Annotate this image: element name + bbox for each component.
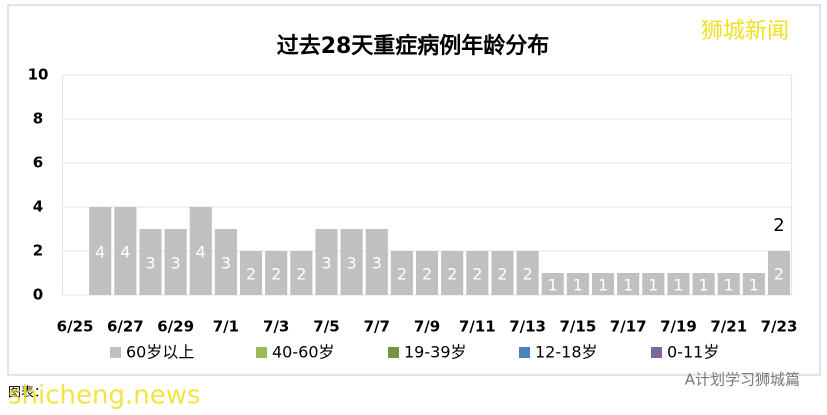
bar: [692, 273, 715, 295]
x-tick-label: 7/1: [213, 318, 239, 336]
bar: [667, 273, 690, 295]
y-tick-label: 8: [33, 110, 43, 128]
x-tick-label: 6/27: [107, 318, 144, 336]
legend-label: 19-39岁: [404, 343, 467, 362]
bar: [340, 229, 363, 295]
bar: [114, 207, 137, 295]
bar-value-label: 2: [296, 265, 306, 284]
y-tick-label: 4: [33, 198, 43, 216]
bar: [767, 251, 791, 295]
y-tick-label: 6: [33, 154, 43, 172]
bar-value-label: 1: [724, 276, 734, 295]
x-tick-label: 6/29: [157, 318, 194, 336]
bar: [415, 251, 439, 295]
bar-value-label: 1: [699, 276, 709, 295]
x-tick-label: 7/11: [459, 318, 496, 336]
bar-value-label: 2: [523, 265, 533, 284]
bar: [290, 251, 313, 295]
bar: [89, 207, 112, 295]
watermark: shicheng.news: [8, 381, 201, 411]
bar: [390, 251, 413, 295]
bar-value-label: 1: [573, 276, 583, 295]
bar-value-label: 4: [120, 243, 130, 262]
bar-value-label: 2: [472, 265, 482, 284]
bar-value-label: 2: [774, 265, 784, 284]
x-tick-label: 7/23: [761, 318, 798, 336]
bar-value-label: 3: [347, 254, 357, 273]
x-tick-label: 7/17: [610, 318, 647, 336]
bar: [365, 229, 388, 295]
bar-value-label: 2: [271, 265, 281, 284]
bar: [315, 229, 338, 295]
bar: [189, 207, 212, 295]
bar: [717, 273, 740, 295]
x-tick-label: 7/19: [660, 318, 697, 336]
legend-label: 12-18岁: [535, 343, 598, 362]
bar: [591, 273, 615, 295]
bar: [642, 273, 665, 295]
bar: [239, 251, 263, 295]
legend-swatch: [519, 347, 530, 358]
bar-value-label: 2: [422, 265, 432, 284]
bar: [265, 251, 288, 295]
bar: [742, 273, 765, 295]
x-tick-label: 6/25: [57, 318, 94, 336]
bar-value-label: 1: [648, 276, 658, 295]
y-tick-label: 0: [33, 286, 43, 304]
annotation: 2: [773, 215, 784, 236]
bar-value-label: 4: [196, 243, 206, 262]
bar-value-label: 3: [321, 254, 331, 273]
bar: [516, 251, 539, 295]
bar-value-label: 3: [171, 254, 181, 273]
chart-frame: [7, 4, 821, 376]
bar-value-label: 2: [397, 265, 407, 284]
y-tick-label: 2: [33, 242, 43, 260]
bar-value-label: 1: [623, 276, 633, 295]
bar-value-label: 2: [497, 265, 507, 284]
bar-value-label: 1: [749, 276, 759, 295]
bar-value-label: 3: [221, 254, 231, 273]
bar: [139, 229, 162, 295]
bar: [541, 273, 564, 295]
bar: [441, 251, 464, 295]
bar: [214, 229, 237, 295]
x-tick-label: 7/15: [559, 318, 596, 336]
x-tick-label: 7/5: [313, 318, 339, 336]
source-label: 图表：: [8, 386, 47, 401]
bar: [466, 251, 489, 295]
x-tick-label: 7/21: [710, 318, 747, 336]
bar-value-label: 1: [548, 276, 558, 295]
bar-value-label: 3: [372, 254, 382, 273]
watermark: 狮城新闻: [701, 19, 789, 44]
legend-swatch: [256, 347, 267, 358]
bar-value-label: 2: [447, 265, 457, 284]
bar-value-label: 4: [95, 243, 105, 262]
x-tick-label: 7/7: [364, 318, 390, 336]
legend-swatch: [651, 347, 662, 358]
x-tick-label: 7/13: [509, 318, 546, 336]
legend-label: 60岁以上: [126, 343, 194, 362]
bar: [164, 229, 187, 295]
legend-label: 0-11岁: [667, 343, 719, 362]
account-label: A计划学习狮城篇: [685, 371, 800, 389]
bar: [491, 251, 514, 295]
legend-swatch: [388, 347, 399, 358]
y-tick-label: 10: [28, 66, 49, 84]
bar-value-label: 2: [246, 265, 256, 284]
bar: [566, 273, 589, 295]
bar-value-label: 1: [673, 276, 683, 295]
x-tick-label: 7/9: [414, 318, 440, 336]
bar: [617, 273, 640, 295]
x-tick-label: 7/3: [263, 318, 289, 336]
legend-label: 40-60岁: [272, 343, 335, 362]
chart-title: 过去28天重症病例年龄分布: [277, 33, 550, 59]
bar-value-label: 3: [145, 254, 155, 273]
bar-value-label: 1: [598, 276, 608, 295]
legend-swatch: [110, 347, 121, 358]
